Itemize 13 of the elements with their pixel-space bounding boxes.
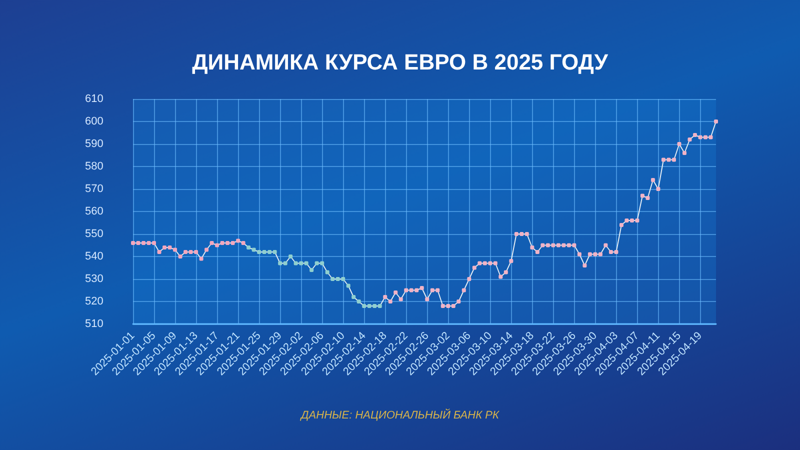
chart-title: ДИНАМИКА КУРСА ЕВРО В 2025 ГОДУ [192, 50, 608, 74]
y-tick-label: 580 [85, 160, 104, 172]
y-tick-label: 540 [85, 250, 104, 262]
y-tick-label: 510 [85, 318, 104, 330]
text: ДАННЫЕ: НАЦИОНАЛЬНЫЙ БАНК РК [299, 408, 500, 422]
y-tick-label: 590 [85, 138, 104, 150]
y-tick-label: 560 [85, 206, 104, 218]
y-tick-label: 530 [85, 273, 104, 285]
y-tick-label: 520 [85, 296, 104, 308]
y-tick-label: 570 [85, 183, 104, 195]
y-tick-label: 550 [85, 228, 104, 240]
y-tick-label: 610 [85, 93, 104, 105]
y-tick-label: 600 [85, 116, 104, 128]
